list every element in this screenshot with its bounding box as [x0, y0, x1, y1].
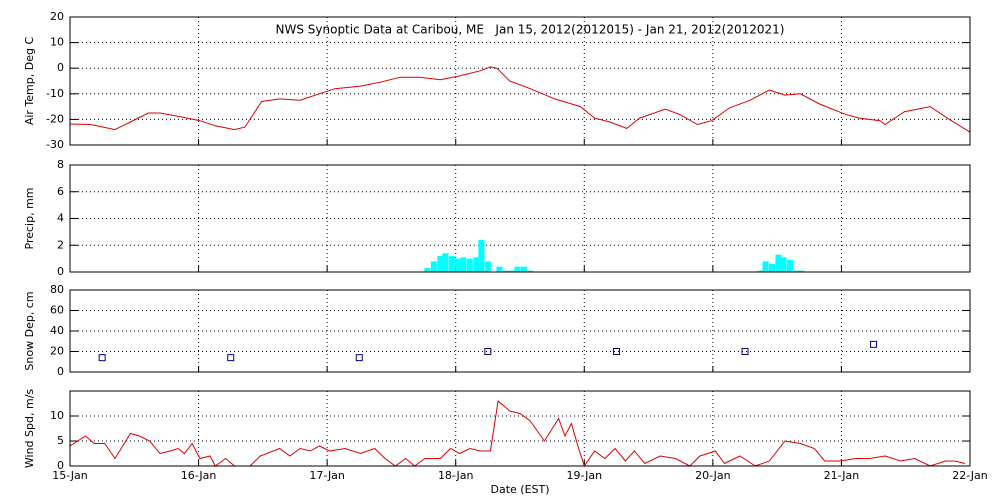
x-tick-label: 22-Jan [952, 469, 988, 482]
chart-title: NWS Synoptic Data at Caribou, ME Jan 15,… [276, 23, 785, 37]
bar [496, 266, 503, 272]
bar [769, 263, 775, 272]
bar [478, 239, 485, 272]
y-tick-label: -10 [46, 87, 64, 100]
bar [780, 257, 787, 272]
y-tick-label: 60 [50, 304, 64, 317]
x-tick-label: 15-Jan [52, 469, 88, 482]
panel-frame [69, 164, 971, 273]
y-tick-label: 20 [50, 345, 64, 358]
bar [502, 270, 509, 272]
point [227, 354, 235, 362]
bar [514, 266, 521, 272]
bar [798, 270, 805, 272]
bar [473, 257, 480, 272]
x-axis-label: Date (EST) [490, 483, 549, 496]
y-tick-label: 80 [50, 283, 64, 296]
x-tick-label: 16-Jan [181, 469, 217, 482]
bar [424, 267, 431, 272]
point [484, 348, 492, 355]
y-axis-label: Wind Spd, m/s [23, 389, 36, 469]
y-tick-label: 0 [57, 365, 64, 378]
bar [527, 270, 534, 272]
y-tick-label: 0 [57, 265, 64, 278]
bar [787, 259, 793, 272]
point [612, 348, 620, 355]
y-tick-label: 8 [57, 158, 64, 171]
x-tick-label: 18-Jan [438, 469, 474, 482]
y-tick-label: 40 [50, 324, 64, 337]
panel-frame [69, 289, 971, 373]
point [870, 340, 878, 348]
y-tick-label: -30 [46, 138, 64, 151]
x-tick-label: 20-Jan [695, 469, 731, 482]
bar [757, 270, 764, 272]
bar [509, 270, 516, 272]
point [355, 354, 363, 362]
data-line [69, 66, 971, 133]
point [98, 354, 106, 362]
y-tick-label: 10 [50, 36, 64, 49]
x-tick-label: 17-Jan [309, 469, 345, 482]
bar [442, 253, 449, 272]
panel-frame [69, 390, 971, 467]
bar [448, 255, 455, 272]
y-tick-label: 2 [57, 238, 64, 251]
bar [762, 261, 769, 272]
y-axis-label: Air Temp, Deg C [23, 37, 36, 126]
bar [793, 270, 800, 272]
y-tick-label: 6 [57, 185, 64, 198]
y-axis-label: Snow Dep, cm [23, 291, 36, 370]
point [741, 348, 749, 355]
panel-frame [69, 16, 971, 146]
y-tick-label: 0 [57, 459, 64, 472]
y-tick-label: 20 [50, 10, 64, 23]
bar [455, 258, 462, 272]
bar [775, 254, 782, 272]
bar [460, 257, 467, 272]
y-tick-label: 4 [57, 212, 64, 225]
y-tick-label: 0 [57, 61, 64, 74]
y-axis-label: Precip, mm [23, 188, 36, 250]
x-tick-label: 19-Jan [567, 469, 603, 482]
bar [437, 255, 444, 272]
bar [520, 266, 527, 272]
y-tick-label: 10 [50, 409, 64, 422]
bar [430, 261, 437, 272]
bar [466, 258, 473, 272]
bar [484, 261, 491, 272]
y-tick-label: -20 [46, 112, 64, 125]
data-line [69, 400, 966, 468]
y-tick-label: 5 [57, 434, 64, 447]
x-tick-label: 21-Jan [824, 469, 860, 482]
